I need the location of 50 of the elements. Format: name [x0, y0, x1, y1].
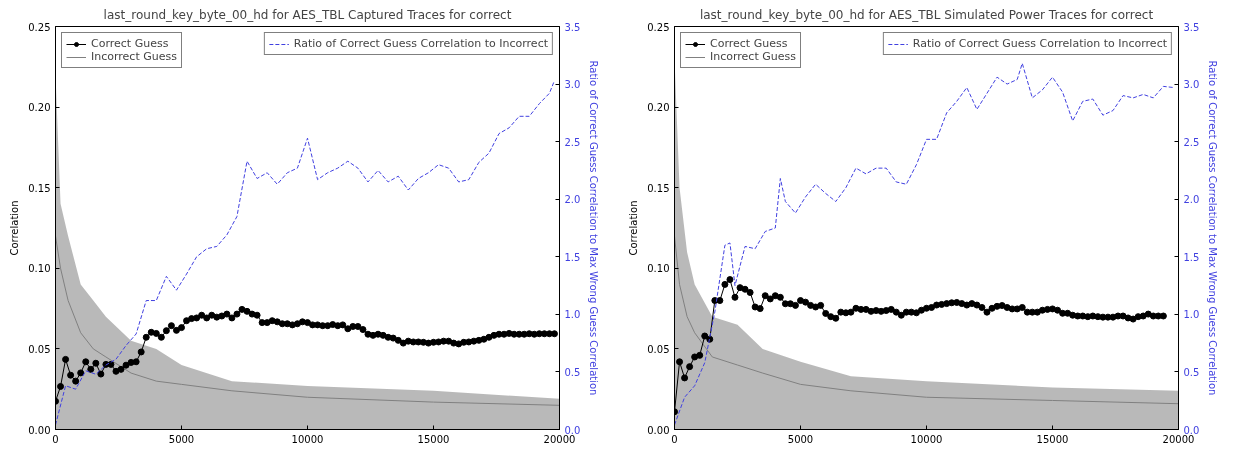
y2-axis-title: Ratio of Correct Guess Correlation to Max Wrong Guess Correlation — [1207, 60, 1219, 396]
y-tick-label: 0.15 — [647, 182, 670, 194]
y-tick-label: 0.10 — [28, 263, 51, 275]
y2-tick-label: 2.0 — [1183, 194, 1200, 206]
y2-tick-label: 2.5 — [1183, 136, 1200, 148]
legend-label: Correct Guess — [91, 37, 169, 50]
y2-tick-label: 3.0 — [1183, 79, 1200, 91]
x-tick-label: 20000 — [1162, 433, 1195, 445]
y-tick-label: 0.20 — [28, 102, 51, 114]
x-tick-label: 15000 — [1036, 433, 1069, 445]
y-tick-label: 0.00 — [28, 424, 51, 436]
y-tick-label: 0.05 — [28, 343, 51, 355]
chart-title: last_round_key_byte_00_hd for AES_TBL Captured Traces for correct — [103, 7, 512, 22]
x-tick-label: 5000 — [787, 433, 814, 445]
x-tick-label: 20000 — [543, 433, 576, 445]
y2-tick-label: 1.0 — [564, 309, 581, 321]
legend-label: Ratio of Correct Guess Correlation to Incorrect — [912, 37, 1167, 50]
y-tick-label: 0.15 — [28, 182, 51, 194]
legend-label: Correct Guess — [710, 37, 788, 50]
x-tick-label: 10000 — [291, 433, 324, 445]
y2-tick-label: 1.5 — [564, 251, 581, 263]
x-tick-label: 10000 — [910, 433, 943, 445]
y2-tick-label: 0.0 — [564, 424, 581, 436]
y-tick-label: 0.25 — [28, 21, 51, 33]
y2-tick-label: 2.5 — [564, 136, 581, 148]
x-tick-label: 0 — [52, 433, 59, 445]
y2-tick-label: 0.5 — [1183, 366, 1200, 378]
y-tick-label: 0.05 — [647, 343, 670, 355]
y2-tick-label: 3.5 — [1183, 21, 1200, 33]
y-axis-title: Correlation — [628, 200, 640, 256]
x-tick-label: 5000 — [168, 433, 195, 445]
y2-tick-label: 0.0 — [1183, 424, 1200, 436]
y-tick-label: 0.20 — [647, 102, 670, 114]
y2-tick-label: 3.0 — [564, 79, 581, 91]
legend-label: Ratio of Correct Guess Correlation to Incorrect — [293, 37, 548, 50]
y2-tick-label: 1.0 — [1183, 309, 1200, 321]
y-tick-label: 0.25 — [647, 21, 670, 33]
y2-tick-label: 1.5 — [1183, 251, 1200, 263]
y2-axis-title: Ratio of Correct Guess Correlation to Max Wrong Guess Correlation — [588, 60, 600, 396]
legend-label: Incorrect Guess — [710, 50, 796, 63]
y-tick-label: 0.10 — [647, 263, 670, 275]
x-tick-label: 0 — [671, 433, 678, 445]
y-axis-title: Correlation — [9, 200, 21, 256]
y-tick-label: 0.00 — [647, 424, 670, 436]
y2-tick-label: 3.5 — [564, 21, 581, 33]
x-tick-label: 15000 — [417, 433, 450, 445]
y2-tick-label: 0.5 — [564, 366, 581, 378]
legend-label: Incorrect Guess — [91, 50, 177, 63]
y2-tick-label: 2.0 — [564, 194, 581, 206]
chart-title: last_round_key_byte_00_hd for AES_TBL Simulated Power Traces for correct — [699, 7, 1154, 22]
